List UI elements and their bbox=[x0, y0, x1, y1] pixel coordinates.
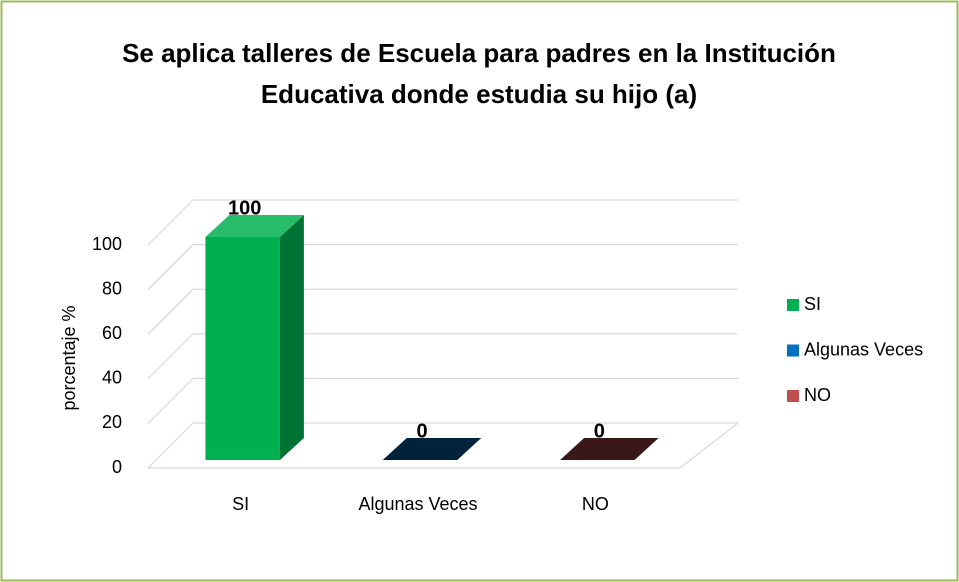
x-tick-label: NO bbox=[582, 494, 609, 514]
grid-line bbox=[147, 422, 194, 469]
grid-line bbox=[147, 333, 194, 380]
floor-right bbox=[679, 422, 739, 469]
bar-side bbox=[279, 215, 304, 460]
y-tick-label: 0 bbox=[112, 457, 122, 477]
x-tick-label: Algunas Veces bbox=[358, 494, 477, 514]
y-tick-label: 40 bbox=[102, 368, 122, 388]
bar-top bbox=[205, 215, 304, 237]
y-tick-label: 20 bbox=[102, 412, 122, 432]
legend-label: SI bbox=[804, 294, 821, 314]
legend-swatch bbox=[787, 390, 799, 402]
y-tick-label: 60 bbox=[102, 323, 122, 343]
legend-label: Algunas Veces bbox=[804, 339, 923, 359]
chart-subtitle: Educativa donde estudia su hijo (a) bbox=[261, 79, 697, 109]
y-axis-label: porcentaje % bbox=[59, 305, 79, 410]
legend-label: NO bbox=[804, 385, 831, 405]
bar-front bbox=[205, 237, 280, 460]
value-label: 0 bbox=[416, 420, 427, 442]
legend-swatch bbox=[787, 299, 799, 311]
grid-line bbox=[147, 288, 194, 335]
y-tick-label: 100 bbox=[92, 234, 122, 254]
legend-swatch bbox=[787, 344, 799, 357]
value-label: 100 bbox=[228, 197, 261, 219]
y-tick-label: 80 bbox=[102, 278, 122, 298]
grid-line bbox=[147, 199, 194, 246]
bar-top bbox=[560, 438, 659, 460]
x-tick-label: SI bbox=[232, 494, 249, 514]
chart-title: Se aplica talleres de Escuela para padre… bbox=[122, 38, 836, 68]
value-label: 0 bbox=[594, 420, 605, 442]
bar-top bbox=[382, 438, 482, 460]
grid-line bbox=[147, 244, 194, 291]
grid-line bbox=[147, 377, 194, 424]
